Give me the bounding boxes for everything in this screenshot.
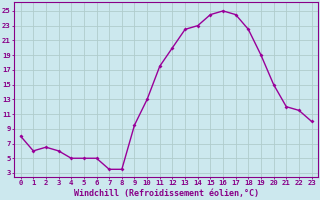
X-axis label: Windchill (Refroidissement éolien,°C): Windchill (Refroidissement éolien,°C) — [74, 189, 259, 198]
